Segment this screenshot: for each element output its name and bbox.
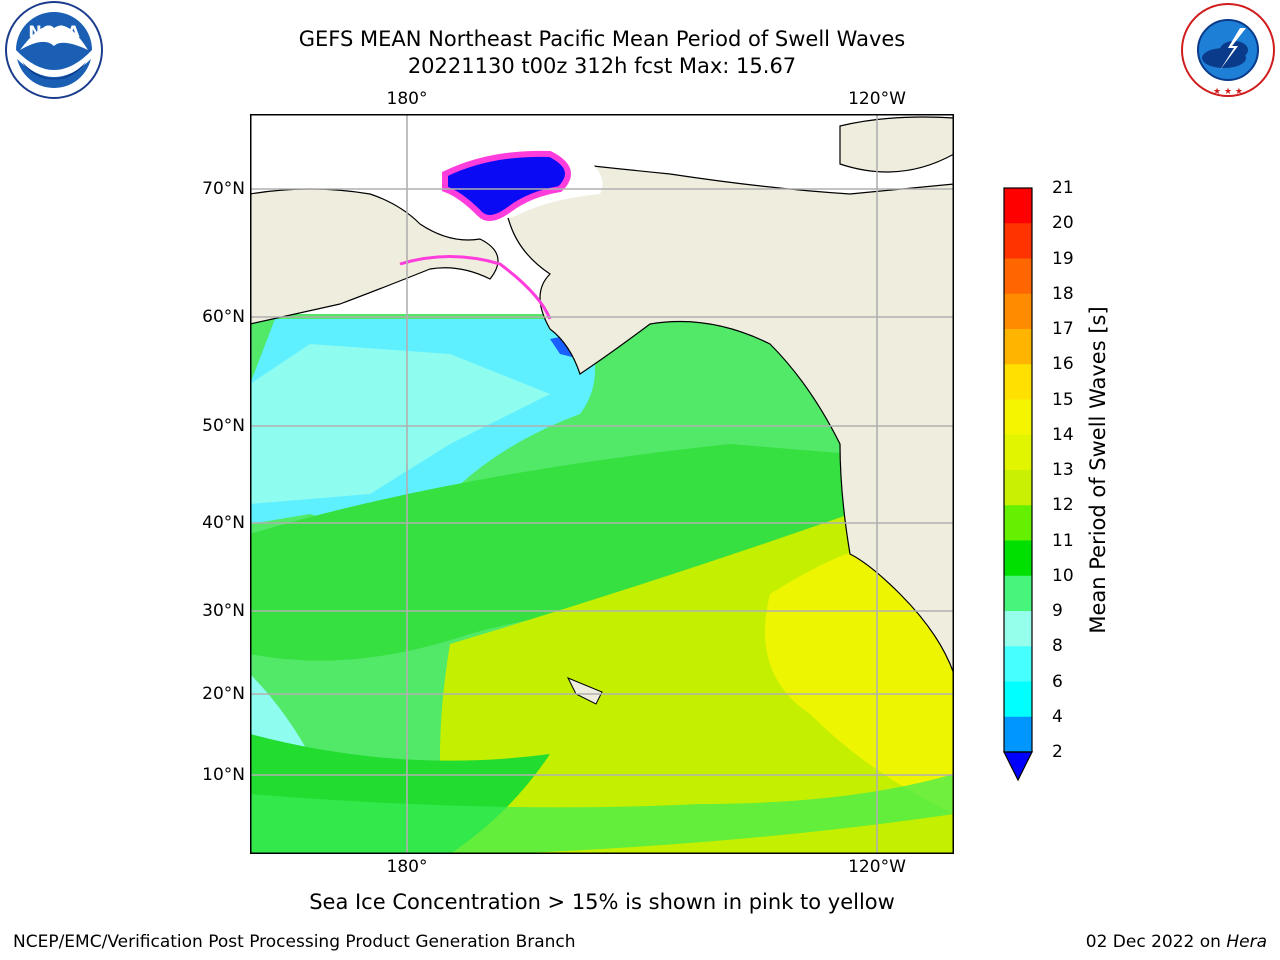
colorbar-segment xyxy=(1004,611,1032,647)
colorbar-tick-label: 6 xyxy=(1052,671,1063,692)
colorbar-tick-label: 21 xyxy=(1052,178,1074,198)
colorbar-tick-label: 19 xyxy=(1052,248,1074,269)
colorbar-segment xyxy=(1004,364,1032,400)
colorbar-segment xyxy=(1004,540,1032,577)
lon-label-bottom-120w: 120°W xyxy=(848,857,906,877)
noaa-logo-text: NOAA xyxy=(28,22,80,41)
lat-label-60n: 60°N xyxy=(202,307,245,327)
land-hawaii xyxy=(566,677,603,705)
colorbar-segment xyxy=(1004,223,1032,259)
land-siberia xyxy=(250,188,499,325)
colorbar-tick-label: 12 xyxy=(1052,495,1074,516)
map-plot xyxy=(250,114,954,854)
colorbar-tick-label: 11 xyxy=(1052,530,1074,551)
sea-ice-edge xyxy=(399,255,552,320)
colorbar-tick-label: 20 xyxy=(1052,213,1074,234)
colorbar-tick-label: 15 xyxy=(1052,389,1074,410)
lon-label-top-120w: 120°W xyxy=(848,89,906,109)
colorbar-segment xyxy=(1004,505,1032,541)
nws-logo: ★ ★ ★ xyxy=(1181,3,1275,97)
credit-text: NCEP/EMC/Verification Post Processing Pr… xyxy=(13,932,576,952)
lat-label-20n: 20°N xyxy=(202,684,245,704)
lon-label-top-180: 180° xyxy=(386,89,428,109)
colorbar-tick-label: 16 xyxy=(1052,354,1074,375)
lat-label-40n: 40°N xyxy=(202,513,245,533)
colorbar-segment xyxy=(1004,470,1032,506)
grid-lines xyxy=(250,114,954,854)
colorbar-tick-label: 4 xyxy=(1052,706,1063,727)
colorbar-tick-label: 9 xyxy=(1052,601,1063,621)
colorbar-segment xyxy=(1004,399,1032,436)
colorbar-segment xyxy=(1004,681,1032,718)
colorbar-segment xyxy=(1004,716,1032,753)
chart-title: GEFS MEAN Northeast Pacific Mean Period … xyxy=(298,27,906,51)
colorbar-tick-label: 17 xyxy=(1052,319,1074,339)
colorbar-tick-label: 13 xyxy=(1052,460,1074,480)
sea-ice-footnote: Sea Ice Concentration > 15% is shown in … xyxy=(309,890,895,914)
lon-label-bottom-180: 180° xyxy=(386,857,428,877)
swell-field-green-band xyxy=(250,774,954,854)
chart-subtitle: 20221130 t00z 312h fcst Max: 15.67 xyxy=(407,54,797,78)
colorbar-segment xyxy=(1004,434,1032,471)
colorbar xyxy=(1003,187,1033,782)
colorbar-tick-label: 14 xyxy=(1052,424,1074,445)
lat-label-30n: 30°N xyxy=(202,601,245,621)
lat-label-10n: 10°N xyxy=(202,765,245,785)
colorbar-segments xyxy=(1004,188,1032,753)
lat-label-70n: 70°N xyxy=(202,179,245,199)
colorbar-tick-label: 2 xyxy=(1052,742,1063,762)
colorbar-segment xyxy=(1004,329,1032,365)
swell-field-lightcyan xyxy=(250,344,550,504)
colorbar-segment xyxy=(1004,258,1032,295)
colorbar-tick-label: 10 xyxy=(1052,565,1074,586)
colorbar-frame xyxy=(1003,187,1033,753)
sea-ice-field xyxy=(442,150,571,221)
noaa-logo: NOAA xyxy=(5,1,103,99)
swell-field-green-mid xyxy=(250,444,850,661)
colorbar-tick-label: 8 xyxy=(1052,636,1063,657)
lat-label-50n: 50°N xyxy=(202,416,245,436)
colorbar-label: Mean Period of Swell Waves [s] xyxy=(1086,306,1110,634)
date-stamp: 02 Dec 2022 on Hera xyxy=(1086,932,1267,952)
date-text: 02 Dec 2022 on xyxy=(1085,932,1221,952)
map-frame xyxy=(250,114,954,854)
colorbar-segment xyxy=(1004,646,1032,682)
svg-text:★ ★ ★: ★ ★ ★ xyxy=(1213,87,1243,97)
colorbar-extend-triangle xyxy=(1003,751,1033,782)
colorbar-segment xyxy=(1004,575,1032,612)
colorbar-segment xyxy=(1004,293,1032,330)
colorbar-tick-label: 18 xyxy=(1052,283,1074,304)
land-arctic-island xyxy=(839,116,954,173)
colorbar-segment xyxy=(1004,188,1032,224)
host-text: Hera xyxy=(1226,932,1267,952)
